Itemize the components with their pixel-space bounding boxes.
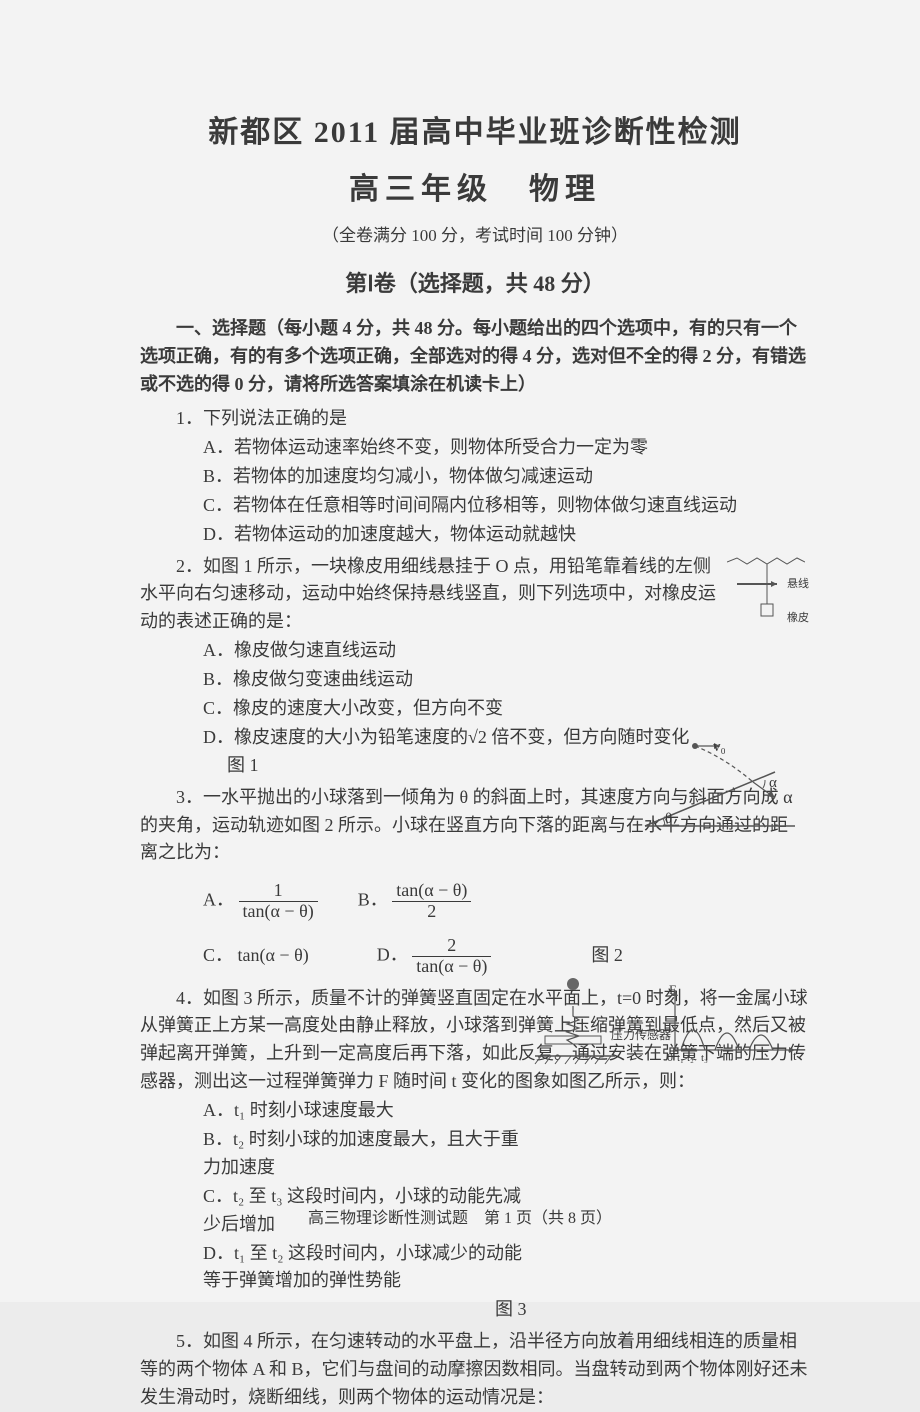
q1-option-d: D．若物体运动的加速度越大，物体运动就越快 (203, 521, 810, 549)
q2-option-a: A．橡皮做匀速直线运动 (203, 637, 720, 665)
fig3-tick-t3: t₃ (701, 1050, 708, 1067)
q4-option-d: D．t₁ 至 t₂ 这段时间内，小球减少的动能等于弹簧增加的弹性势能 (203, 1243, 522, 1291)
fig3-axis-t: t (793, 1046, 797, 1066)
fig1-label-rubber: 橡皮 (787, 610, 809, 627)
sub-title: 高三年级 物理 (140, 167, 810, 214)
q3-option-d: D． 2 tan(α − θ) (377, 936, 492, 977)
q1-option-b: B．若物体的加速度均匀减小，物体做匀减速运动 (203, 463, 810, 491)
q3-a-num: 1 (239, 881, 318, 902)
q3-option-b: B． tan(α − θ) 2 (358, 881, 472, 922)
q3-c-label: C． (203, 945, 233, 965)
fig3-axis-f: F (669, 980, 676, 1000)
figure-3: 压力传感器 F t 0 t₁ t₂ t₃ (525, 976, 805, 1084)
q3-b-den: 2 (392, 902, 471, 922)
fig3-tick-t2: t₂ (687, 1050, 694, 1067)
q3-d-label: D． (377, 944, 408, 964)
fig2-theta: θ (665, 808, 672, 831)
fig1-label-inline: 图 1 (227, 755, 259, 775)
q3-b-num: tan(α − θ) (392, 881, 471, 902)
q3-options-row2: C． tan(α − θ) D． 2 tan(α − θ) 图 2 (203, 936, 810, 977)
q2-option-c: C．橡皮的速度大小改变，但方向不变 (203, 695, 720, 723)
q4-d-cont (239, 1299, 491, 1319)
fig3-sensor-label: 压力传感器 (611, 1026, 671, 1045)
exam-page: 新都区 2011 届高中毕业班诊断性检测 高三年级 物理 （全卷满分 100 分… (0, 0, 920, 1302)
q2-stem: 2．如图 1 所示，一块橡皮用细线悬挂于 O 点，用铅笔靠着线的左侧水平向右匀速… (140, 553, 720, 637)
q4-option-a: A．t₁ 时刻小球速度最大 (203, 1097, 530, 1125)
figure-1: 悬线 橡皮 (727, 556, 805, 640)
fig2-alpha: α (769, 772, 777, 795)
q1-stem: 1．下列说法正确的是 (140, 405, 810, 433)
figure-2: v₀ α θ (635, 738, 805, 847)
q3-c-text: tan(α − θ) (238, 945, 309, 965)
fig3-tick-0: 0 (667, 1048, 673, 1067)
q3-a-den: tan(α − θ) (239, 902, 318, 922)
exam-info: （全卷满分 100 分，考试时间 100 分钟） (140, 223, 810, 249)
q2-option-d: D．橡皮速度的大小为铅笔速度的√2 倍不变，但方向随时变化 (203, 727, 689, 747)
q1-option-c: C．若物体在任意相等时间间隔内位移相等，则物体做匀速直线运动 (203, 492, 810, 520)
section-title: 第Ⅰ卷（选择题，共 48 分） (140, 267, 810, 301)
q1-options: A．若物体运动速率始终不变，则物体所受合力一定为零 B．若物体的加速度均匀减小，… (203, 434, 810, 549)
fig3-tick-t1: t₁ (677, 1050, 684, 1067)
q1-option-a: A．若物体运动速率始终不变，则物体所受合力一定为零 (203, 434, 810, 462)
q3-d-den: tan(α − θ) (412, 957, 491, 977)
q3-options-row1: A． 1 tan(α − θ) B． tan(α − θ) 2 (203, 881, 810, 922)
instructions: 一、选择题（每小题 4 分，共 48 分。每小题给出的四个选项中，有的只有一个选… (140, 315, 810, 399)
fig1-label-line: 悬线 (787, 576, 809, 593)
main-title: 新都区 2011 届高中毕业班诊断性检测 (140, 110, 810, 157)
q3-b-label: B． (358, 890, 388, 910)
q5-stem: 5．如图 4 所示，在匀速转动的水平盘上，沿半径方向放着用细线相连的质量相等的两… (140, 1328, 810, 1412)
fig2-v0: v₀ (713, 736, 726, 759)
q3-d-num: 2 (412, 936, 491, 957)
page-footer: 高三物理诊断性测试题 第 1 页（共 8 页） (0, 1207, 920, 1232)
q2-option-b: B．橡皮做匀变速曲线运动 (203, 666, 720, 694)
fig2-label-inline: 图 2 (591, 942, 623, 970)
q4-option-b: B．t₂ 时刻小球的加速度最大，且大于重力加速度 (203, 1126, 530, 1182)
fig3-label-inline: 图 3 (495, 1299, 527, 1319)
q3-option-c: C． tan(α − θ) (203, 942, 309, 970)
q3-option-a: A． 1 tan(α − θ) (203, 881, 318, 922)
q3-a-label: A． (203, 890, 234, 910)
